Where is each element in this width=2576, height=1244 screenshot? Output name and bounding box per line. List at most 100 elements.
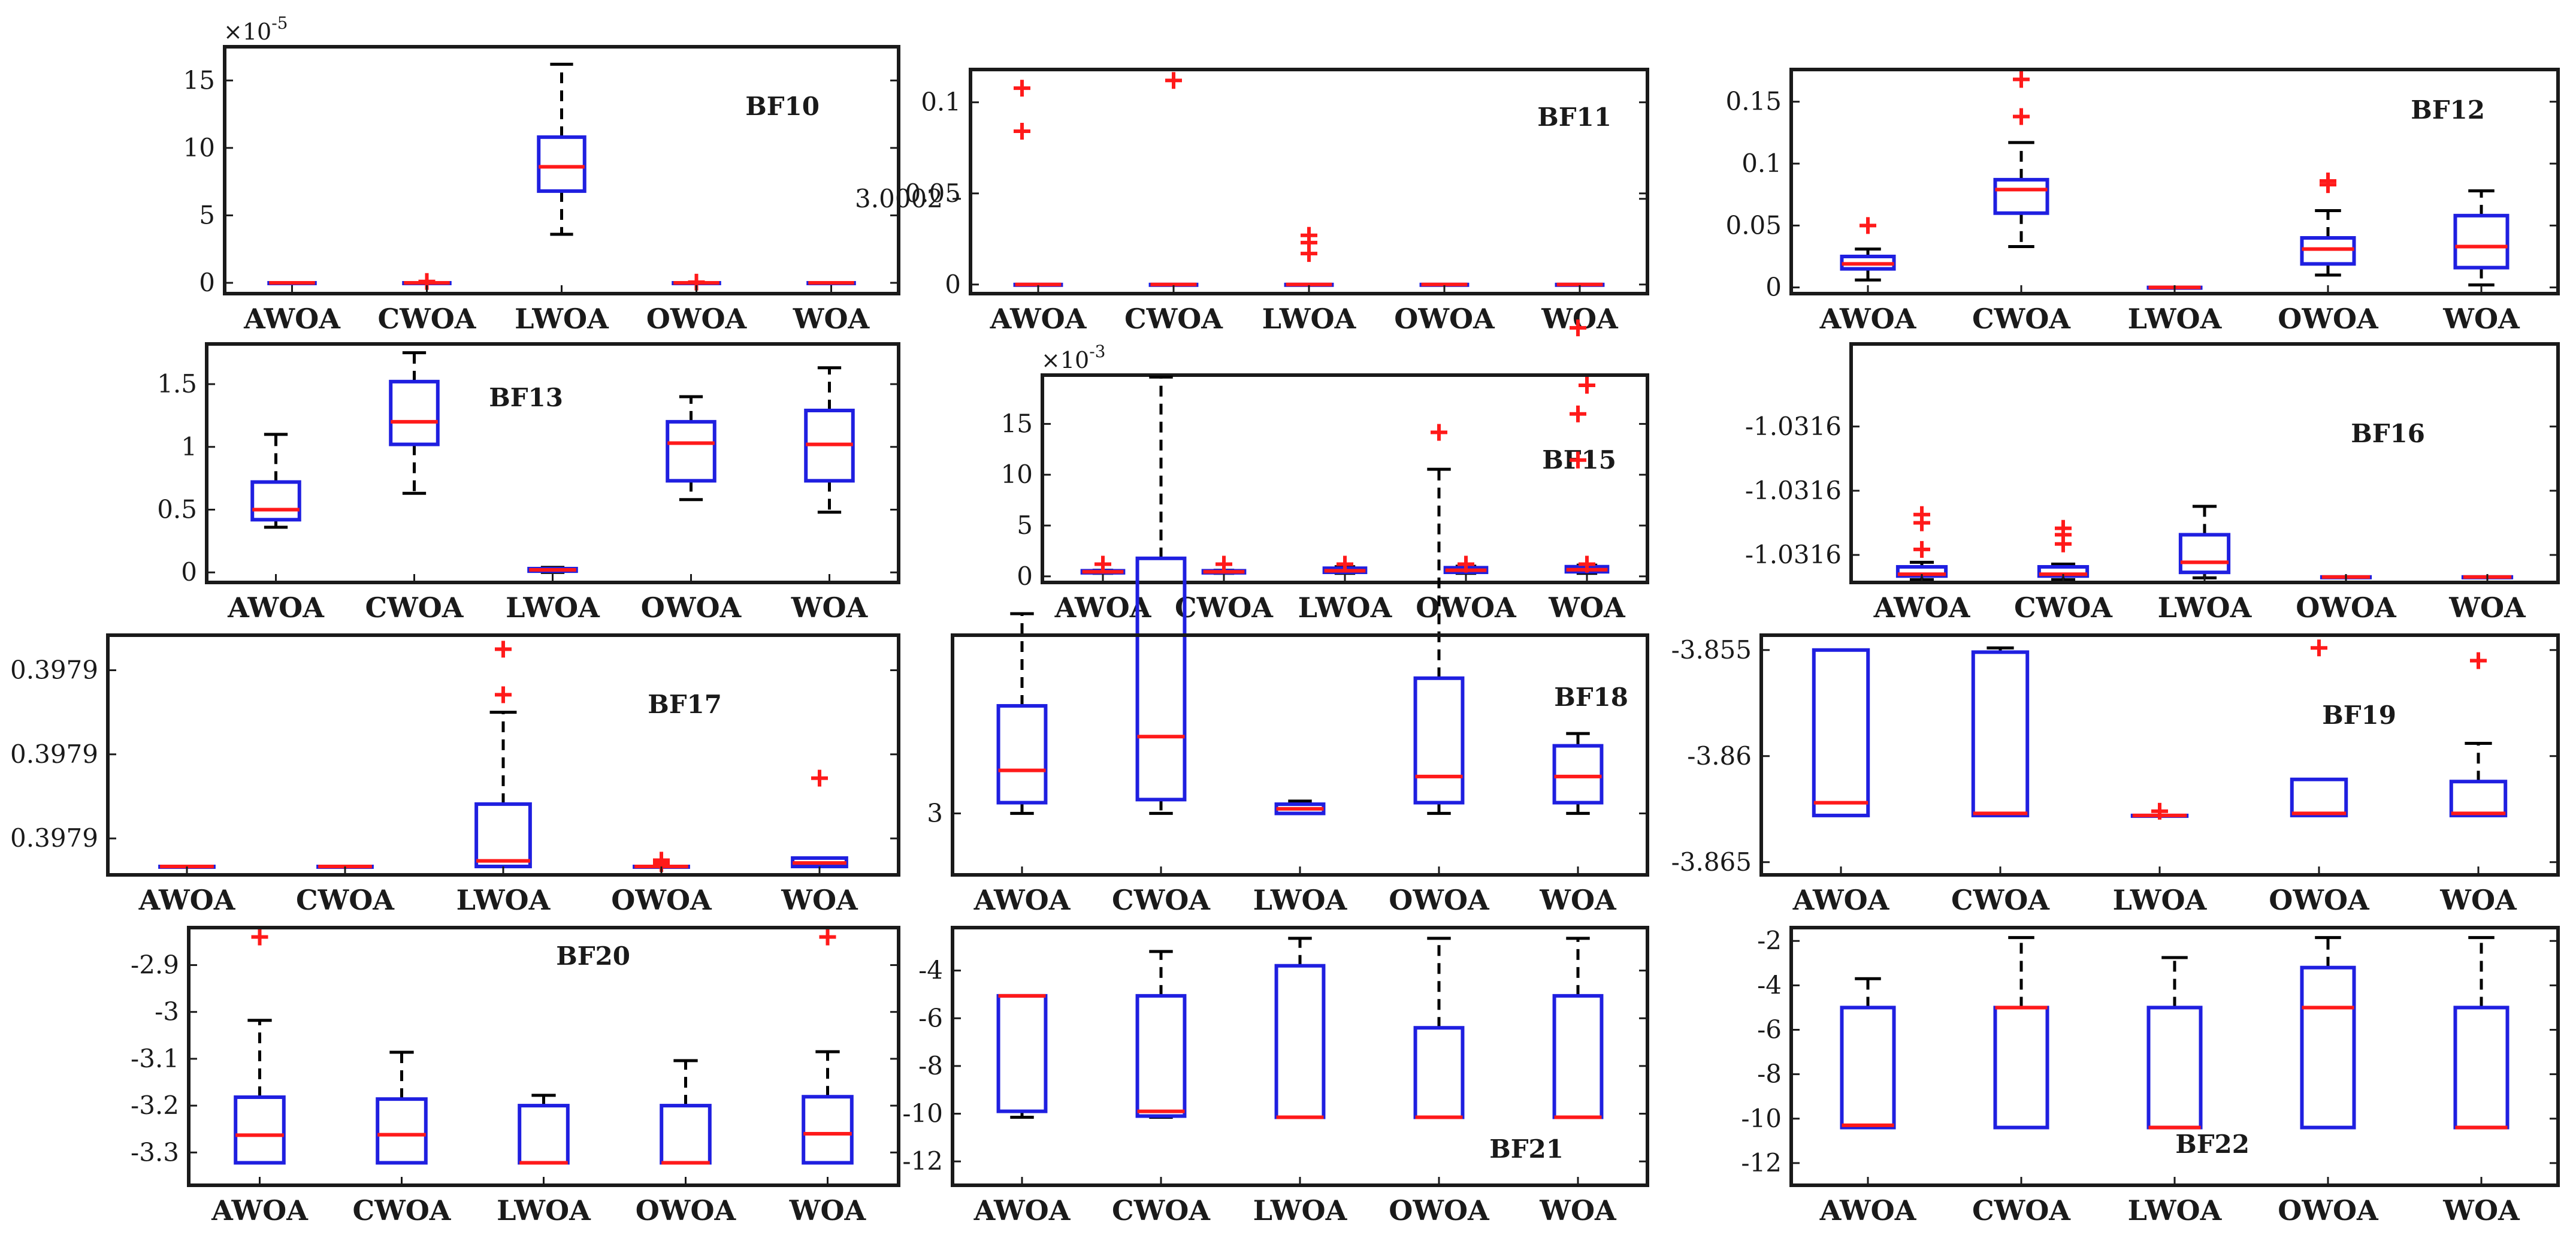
y-tick-label: -1.0316: [1745, 412, 1842, 441]
panel-bf17: 0.3979 0.3979 0.3979 AWOA CWOA LWOA OWOA WOA BF1…: [10, 633, 900, 916]
box-cwoa: [1993, 936, 2049, 1130]
iqr-box: [474, 802, 532, 868]
box-lwoa: [1284, 227, 1334, 287]
x-category-label: CWOA: [296, 884, 395, 916]
y-tick-label: 10: [183, 133, 215, 162]
plot-frame: [1789, 926, 2560, 1187]
iqr-box: [2453, 213, 2510, 270]
panel-bf20: -3.3 -3.2 -3.1 -3 -2.9 AWOA CWOA LWOA OWOA WOA BF2…: [131, 926, 900, 1227]
panel-title: BF18: [1554, 683, 1628, 712]
plot-frame: [106, 633, 900, 877]
box-cwoa: [1993, 71, 2049, 248]
panel-bf19: -3.865 -3.86 -3.855 AWOA CWOA LWOA OWOA WOA BF19: [1671, 633, 2560, 916]
iqr-box: [1993, 1006, 2049, 1130]
x-category-label: WOA: [1541, 303, 1619, 335]
iqr-box: [996, 703, 1048, 805]
x-category-label: CWOA: [1951, 884, 2050, 916]
y-tick-label: 0.1: [1741, 149, 1782, 178]
outlier-marker: [251, 928, 268, 946]
panel-title: BF10: [745, 92, 820, 121]
x-category-label: OWOA: [646, 303, 748, 335]
x-category-label: OWOA: [641, 591, 742, 624]
box-woa: [1564, 376, 1610, 575]
x-category-label: WOA: [2442, 1194, 2520, 1227]
y-tick-label: 0: [1765, 273, 1782, 302]
outlier-marker: [1579, 555, 1595, 573]
box-cwoa: [402, 273, 452, 290]
box-awoa: [1812, 648, 1870, 817]
x-category-label: LWOA: [497, 1194, 591, 1227]
iqr-box: [234, 1095, 286, 1165]
x-category-label: AWOA: [1054, 591, 1152, 624]
iqr-box: [1812, 648, 1870, 817]
plot-frame: [951, 926, 1649, 1187]
plot-frame: [205, 342, 900, 584]
box-cwoa: [1135, 375, 1187, 815]
outlier-marker: [1458, 555, 1474, 573]
iqr-box: [660, 1104, 712, 1165]
y-tick-label: -8: [1757, 1059, 1782, 1089]
box-lwoa: [527, 566, 578, 574]
x-category-label: AWOA: [211, 1194, 309, 1227]
outlier-marker: [2311, 639, 2327, 657]
box-awoa: [1840, 217, 1896, 282]
outlier-marker: [1913, 506, 1930, 523]
y-tick-label: -1.0316: [1745, 476, 1842, 505]
outlier-marker: [2013, 108, 2030, 125]
x-category-label: CWOA: [365, 591, 464, 624]
box-woa: [1552, 319, 1604, 815]
panel-title: BF21: [1489, 1134, 1564, 1164]
box-lwoa: [474, 641, 532, 868]
outlier-marker: [1431, 424, 1447, 441]
x-category-label: AWOA: [227, 591, 325, 624]
y-tick-label: 5: [199, 200, 215, 230]
y-tick-label: -10: [1741, 1104, 1782, 1133]
x-category-label: AWOA: [1873, 591, 1971, 624]
outlier-marker: [495, 641, 512, 658]
x-category-label: CWOA: [1112, 884, 1211, 916]
box-lwoa: [2130, 802, 2189, 820]
y-tick-label: -12: [1741, 1148, 1782, 1177]
panel-bf13: 0 0.5 1 1.5 AWOA CWOA LWOA OWOA WOA BF13: [157, 342, 900, 624]
box-cwoa: [1148, 72, 1199, 287]
y-tick-label: 0.3979: [10, 823, 98, 853]
x-category-label: CWOA: [1972, 1194, 2071, 1227]
y-tick-label: 0.15: [1725, 87, 1782, 116]
x-category-label: OWOA: [1389, 1194, 1490, 1227]
x-category-label: OWOA: [636, 1194, 737, 1227]
x-category-label: CWOA: [1112, 1194, 1211, 1227]
box-owoa: [1413, 937, 1465, 1119]
x-category-label: LWOA: [1298, 591, 1393, 624]
plot-frame: [1789, 68, 2560, 295]
x-category-label: LWOA: [2158, 591, 2253, 624]
y-tick-label: -3.86: [1687, 741, 1752, 771]
box-cwoa: [1135, 950, 1187, 1119]
box-lwoa: [2146, 956, 2203, 1130]
box-lwoa: [518, 1094, 570, 1165]
outlier-marker: [1579, 376, 1595, 394]
x-category-label: WOA: [2442, 303, 2520, 335]
iqr-box: [1135, 994, 1187, 1118]
x-category-label: AWOA: [243, 303, 341, 335]
y-tick-label: 1: [181, 432, 197, 461]
x-category-label: WOA: [781, 884, 858, 916]
y-tick-label: 0.05: [905, 179, 961, 208]
box-lwoa: [1274, 799, 1326, 816]
panel-bf21: -12 -10 -8 -6 -4 AWOA CWOA LWOA OWOA WOA BF21: [902, 926, 1649, 1227]
x-category-label: LWOA: [1253, 1194, 1348, 1227]
box-lwoa: [1322, 555, 1368, 575]
y-tick-label: -1.0316: [1745, 540, 1842, 569]
iqr-box: [1274, 964, 1326, 1119]
outlier-marker: [2013, 71, 2030, 88]
panel-title: BF19: [2322, 700, 2396, 730]
y-tick-label: 0: [945, 270, 961, 299]
x-category-label: WOA: [2448, 591, 2526, 624]
box-lwoa: [537, 62, 586, 236]
y-tick-label: 3: [927, 798, 943, 828]
x-category-label: CWOA: [1175, 591, 1274, 624]
x-category-label: CWOA: [352, 1194, 451, 1227]
plot-frame: [951, 633, 1649, 877]
y-tick-label: -10: [902, 1099, 943, 1128]
y-tick-label: -3: [155, 997, 179, 1026]
